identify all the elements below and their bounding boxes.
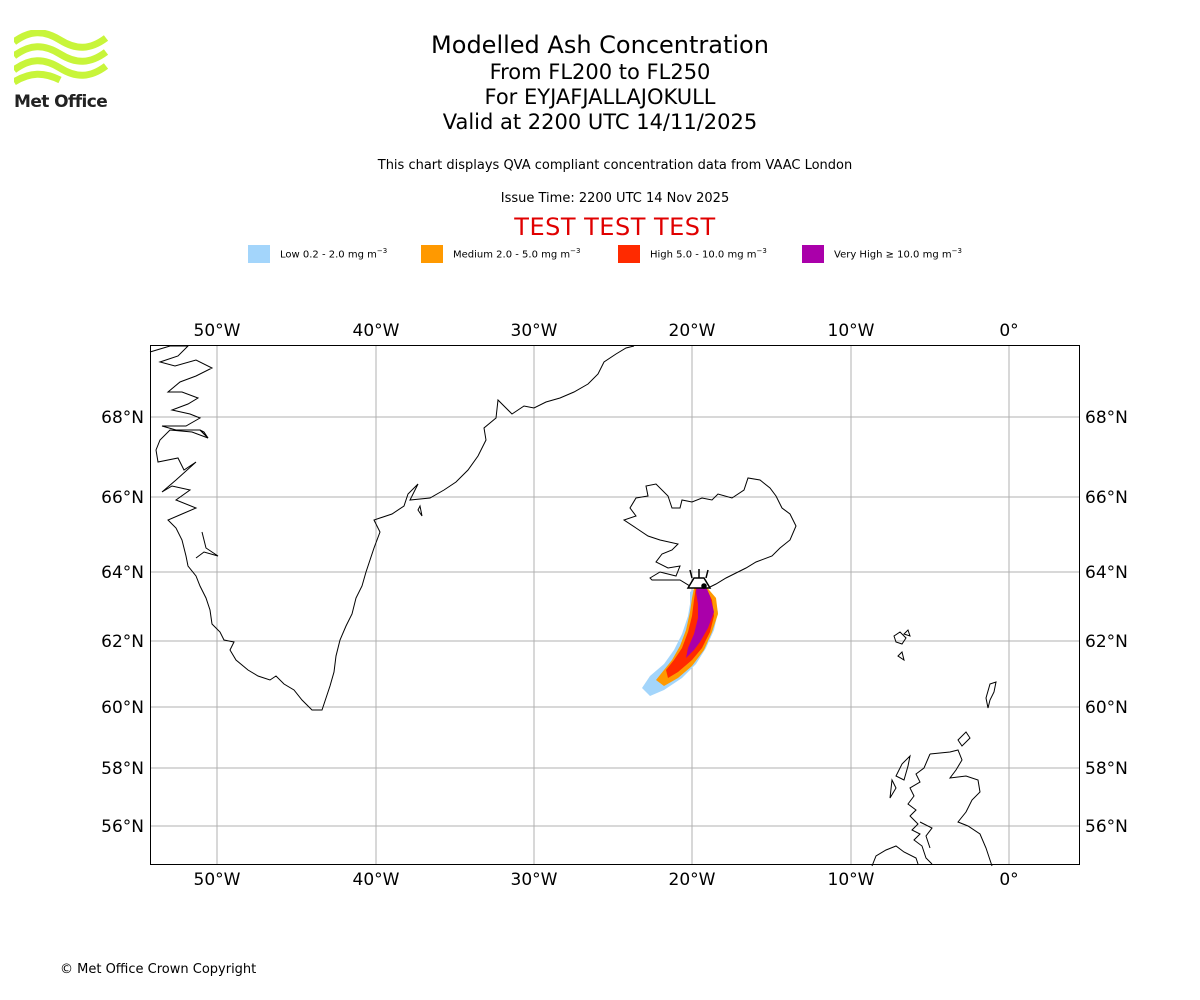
lon-tick-label-bottom: 30°W xyxy=(511,870,558,890)
met-office-waves-icon xyxy=(11,29,109,86)
coastline-greenland-island-1 xyxy=(199,429,209,439)
legend-label-high: High 5.0 - 10.0 mg m−3 xyxy=(650,247,767,261)
lon-tick-label-bottom: 10°W xyxy=(828,870,875,890)
lat-tick-label-right: 62°N xyxy=(1085,632,1128,652)
lat-tick-label-right: 58°N xyxy=(1085,759,1128,779)
lat-tick-label-right: 66°N xyxy=(1085,488,1128,508)
level-range: From FL200 to FL250 xyxy=(489,60,711,84)
lon-tick-label-top: 40°W xyxy=(353,321,400,341)
coastline-greenland xyxy=(149,345,635,711)
legend-swatch-low xyxy=(248,245,270,263)
lon-tick-label-top: 0° xyxy=(999,321,1018,341)
legend-label-very-high: Very High ≥ 10.0 mg m−3 xyxy=(834,247,962,261)
chart-description: This chart displays QVA compliant concen… xyxy=(377,158,853,173)
lat-tick-label-right: 56°N xyxy=(1085,817,1128,837)
lon-tick-label-top: 30°W xyxy=(511,321,558,341)
coastline-faroes xyxy=(893,629,911,662)
volcano-icon xyxy=(686,569,712,589)
lon-tick-label-bottom: 50°W xyxy=(194,870,241,890)
coastlines xyxy=(149,345,997,867)
valid-time: Valid at 2200 UTC 14/11/2025 xyxy=(442,110,758,134)
legend-label-medium: Medium 2.0 - 5.0 mg m−3 xyxy=(453,247,581,261)
lat-tick-label-right: 60°N xyxy=(1085,698,1128,718)
lat-tick-label-left: 58°N xyxy=(101,759,144,779)
legend-swatch-medium xyxy=(421,245,443,263)
map-frame xyxy=(150,345,1080,865)
coastline-iceland xyxy=(622,477,797,591)
issue-time: Issue Time: 2200 UTC 14 Nov 2025 xyxy=(500,191,730,206)
lon-tick-label-bottom: 0° xyxy=(999,870,1018,890)
lat-tick-label-left: 60°N xyxy=(101,698,144,718)
lat-tick-label-left: 64°N xyxy=(101,563,144,583)
coastline-shetland xyxy=(985,681,997,709)
axis-labels: 50°W 50°W 40°W 40°W 30°W 30°W 20°W 20°W 10°W 10°W… xyxy=(101,321,1128,890)
copyright: © Met Office Crown Copyright xyxy=(60,962,257,977)
coastline-britain xyxy=(889,749,993,867)
coastline-greenland-fjord xyxy=(195,531,219,559)
legend-item-low: Low 0.2 - 2.0 mg m−3 xyxy=(248,244,387,264)
lat-tick-label-left: 66°N xyxy=(101,488,144,508)
graticule xyxy=(150,345,1080,865)
lat-tick-label-left: 62°N xyxy=(101,632,144,652)
lat-tick-label-left: 68°N xyxy=(101,408,144,428)
ash-plume-very-high xyxy=(686,580,714,658)
volcano-name: For EYJAFJALLAJOKULL xyxy=(484,85,716,109)
met-office-logo: Met Office xyxy=(11,29,110,112)
legend-label-low: Low 0.2 - 2.0 mg m−3 xyxy=(280,247,388,261)
lat-tick-label-left: 56°N xyxy=(101,817,144,837)
coastline-greenland-island-2 xyxy=(417,504,423,517)
title-block: Modelled Ash Concentration From FL200 to… xyxy=(0,30,1200,135)
lon-tick-label-top: 50°W xyxy=(194,321,241,341)
lon-tick-label-bottom: 20°W xyxy=(669,870,716,890)
page-title: Modelled Ash Concentration xyxy=(431,31,769,59)
legend-item-high: High 5.0 - 10.0 mg m−3 xyxy=(618,244,767,264)
legend-swatch-very-high xyxy=(802,245,824,263)
legend-item-very-high: Very High ≥ 10.0 mg m−3 xyxy=(802,244,962,264)
lon-tick-label-bottom: 40°W xyxy=(353,870,400,890)
legend-swatch-high xyxy=(618,245,640,263)
test-banner: TEST TEST TEST xyxy=(514,213,716,241)
coastline-orkney xyxy=(957,731,971,747)
lat-tick-label-right: 68°N xyxy=(1085,408,1128,428)
coastline-ireland xyxy=(871,845,919,867)
lon-tick-label-top: 10°W xyxy=(828,321,875,341)
lat-tick-label-right: 64°N xyxy=(1085,563,1128,583)
ash-plume xyxy=(642,580,718,696)
lon-tick-label-top: 20°W xyxy=(669,321,716,341)
legend-item-medium: Medium 2.0 - 5.0 mg m−3 xyxy=(421,244,580,264)
logo-text: Met Office xyxy=(14,92,108,112)
